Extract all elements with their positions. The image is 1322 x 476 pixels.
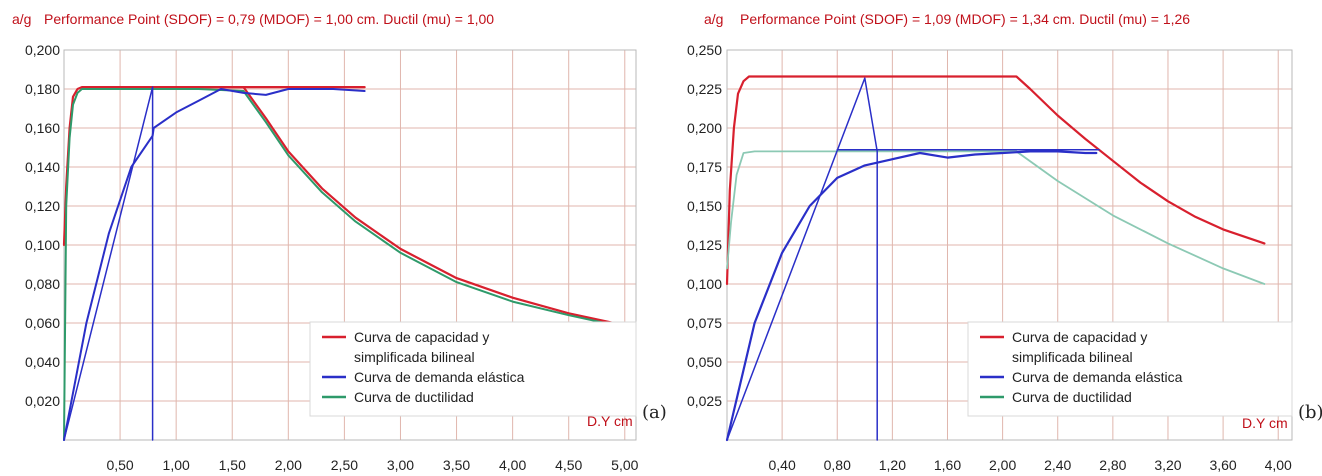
chart-a-series-demand-4	[63, 86, 154, 441]
chart-b-x-tick-label: 2,00	[989, 457, 1016, 473]
chart-b-ylabel: a/g	[704, 11, 723, 27]
chart-a-x-tick-label: 5,00	[611, 457, 638, 473]
chart-b-panel-label: (b)	[1298, 402, 1322, 423]
chart-a-y-tick-label: 0,160	[25, 120, 60, 136]
chart-a-y-tick-label: 0,180	[25, 81, 60, 97]
chart-b-y-tick-label: 0,050	[687, 354, 722, 370]
chart-b-legend	[967, 321, 1293, 417]
chart-a-legend-entry: Curva de capacidad y	[354, 329, 489, 345]
chart-b-y-tick-label: 0,200	[687, 120, 722, 136]
chart-b-legend-entry: simplificada bilineal	[1012, 349, 1133, 365]
chart-a-legend-entry: Curva de demanda elástica	[354, 369, 525, 385]
chart-b-x-tick-label: 1,20	[879, 457, 906, 473]
chart-a-x-tick-label: 4,50	[555, 457, 582, 473]
chart-b-legend-entry: Curva de ductilidad	[1012, 389, 1132, 405]
chart-b-y-tick-label: 0,250	[687, 42, 722, 58]
chart-a-y-tick-label: 0,120	[25, 198, 60, 214]
chart-b-xlabel: D.Y cm	[1242, 415, 1288, 431]
chart-b-series-ductility_light-1	[726, 150, 1266, 285]
chart-b-y-tick-label: 0,075	[687, 315, 722, 331]
chart-b-legend-entry: Curva de demanda elástica	[1012, 369, 1183, 385]
chart-a-y-tick-label: 0,080	[25, 276, 60, 292]
chart-b-legend-entry: Curva de capacidad y	[1012, 329, 1147, 345]
chart-a-x-tick-label: 3,50	[443, 457, 470, 473]
chart-b-x-tick-label: 2,80	[1099, 457, 1126, 473]
chart-a-x-tick-label: 0,50	[106, 457, 133, 473]
chart-b-frame	[726, 49, 1293, 441]
chart-a-y-tick-label: 0,040	[25, 354, 60, 370]
chart-b-x-tick-label: 1,60	[934, 457, 961, 473]
chart-a-legend-entry: simplificada bilineal	[354, 349, 475, 365]
chart-b-series-demand-2	[725, 150, 1098, 442]
chart-b-title: Performance Point (SDOF) = 1,09 (MDOF) =…	[740, 11, 1190, 27]
chart-a: a/g Performance Point (SDOF) = 0,79 (MDO…	[12, 11, 667, 473]
chart-b-series-demand-3	[726, 77, 878, 441]
chart-b-x-tick-label: 0,40	[768, 457, 795, 473]
chart-b-y-tick-label: 0,225	[687, 81, 722, 97]
chart-a-series-demand-3	[63, 88, 366, 441]
chart-a-x-tick-label: 2,00	[275, 457, 302, 473]
chart-a-y-tick-label: 0,200	[25, 42, 60, 58]
chart-a-xlabel: D.Y cm	[587, 413, 633, 429]
chart-a-y-tick-label: 0,020	[25, 393, 60, 409]
chart-a-ylabel: a/g	[12, 11, 31, 27]
chart-b-series-capacity-0	[725, 75, 1266, 286]
chart-b-x-tick-label: 4,00	[1265, 457, 1292, 473]
chart-a-x-tick-label: 4,00	[499, 457, 526, 473]
chart-b-x-tick-label: 0,80	[824, 457, 851, 473]
chart-a-panel-label: (a)	[642, 402, 667, 423]
chart-a-y-tick-label: 0,140	[25, 159, 60, 175]
chart-b-y-tick-label: 0,100	[687, 276, 722, 292]
chart-a-x-tick-label: 1,50	[219, 457, 246, 473]
chart-b: a/g Performance Point (SDOF) = 1,09 (MDO…	[687, 11, 1322, 473]
chart-a-title: Performance Point (SDOF) = 0,79 (MDOF) =…	[44, 11, 494, 27]
chart-a-legend-entry: Curva de ductilidad	[354, 389, 474, 405]
chart-a-legend	[309, 321, 637, 417]
chart-b-y-tick-label: 0,125	[687, 237, 722, 253]
chart-b-y-tick-label: 0,150	[687, 198, 722, 214]
chart-b-y-tick-label: 0,025	[687, 393, 722, 409]
chart-b-y-tick-label: 0,175	[687, 159, 722, 175]
chart-a-x-tick-label: 3,00	[387, 457, 414, 473]
chart-b-x-tick-label: 3,20	[1154, 457, 1181, 473]
chart-a-x-tick-label: 2,50	[331, 457, 358, 473]
chart-b-x-tick-label: 3,60	[1209, 457, 1236, 473]
chart-a-x-tick-label: 1,00	[163, 457, 190, 473]
chart-b-x-tick-label: 2,40	[1044, 457, 1071, 473]
chart-a-y-tick-label: 0,100	[25, 237, 60, 253]
chart-a-y-tick-label: 0,060	[25, 315, 60, 331]
